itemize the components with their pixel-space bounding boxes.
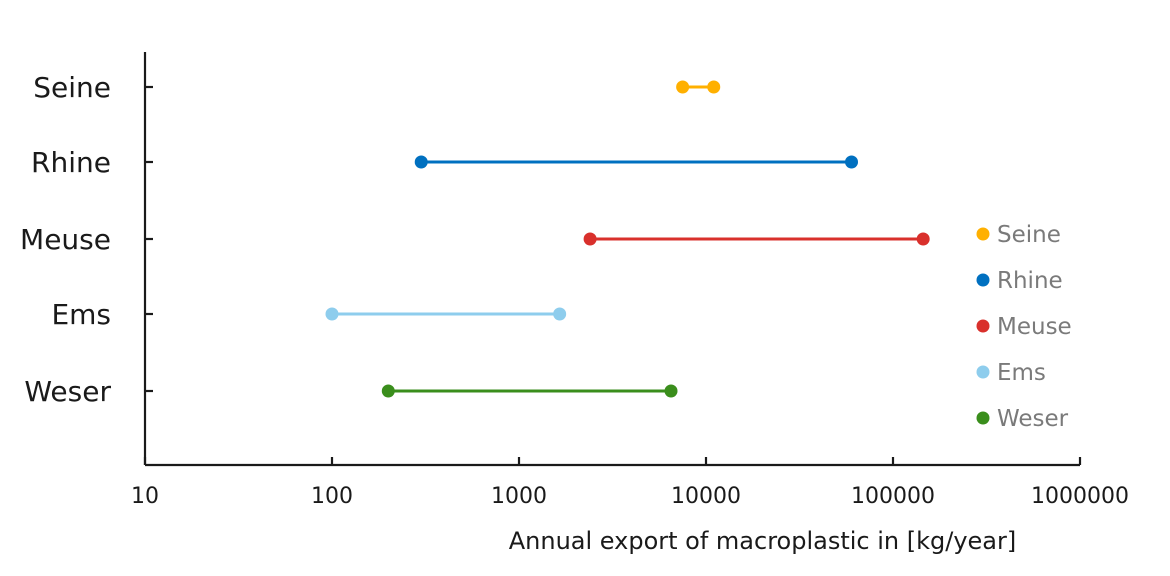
y-ticks xyxy=(145,85,153,393)
legend-label: Ems xyxy=(997,360,1046,386)
x-axis-title: Annual export of macroplastic in [kg/yea… xyxy=(509,527,1017,555)
legend-marker xyxy=(976,365,990,379)
data-ranges xyxy=(325,80,930,398)
x-tick-label: 10 xyxy=(131,484,159,509)
range-rhine xyxy=(414,155,859,169)
legend-marker xyxy=(976,319,990,333)
x-tick-label: 1000 xyxy=(491,484,547,509)
range-max-point xyxy=(553,307,567,321)
range-min-point xyxy=(676,80,690,94)
range-weser xyxy=(381,384,678,398)
range-min-point xyxy=(325,307,339,321)
category-label-weser: Weser xyxy=(24,375,111,408)
x-tick-labels: 10 100 1000 10000 100000 1000000 xyxy=(131,484,1129,509)
range-max-point xyxy=(916,232,930,246)
category-label-meuse: Meuse xyxy=(20,223,111,256)
range-ems xyxy=(325,307,567,321)
range-min-point xyxy=(583,232,597,246)
legend: Seine Rhine Meuse Ems Weser xyxy=(976,222,1072,432)
legend-entry-ems: Ems xyxy=(976,360,1046,386)
range-meuse xyxy=(583,232,930,246)
legend-marker xyxy=(976,411,990,425)
x-tick-label: 100000 xyxy=(851,484,935,509)
legend-entry-rhine: Rhine xyxy=(976,268,1063,294)
range-max-point xyxy=(707,80,721,94)
category-label-ems: Ems xyxy=(51,298,111,331)
range-seine xyxy=(676,80,721,94)
x-tick-label: 1000000 xyxy=(1031,484,1129,509)
category-label-seine: Seine xyxy=(33,71,111,104)
legend-entry-weser: Weser xyxy=(976,406,1069,432)
legend-marker xyxy=(976,273,990,287)
x-ticks xyxy=(143,457,1082,465)
legend-label: Rhine xyxy=(997,268,1063,294)
legend-label: Weser xyxy=(997,406,1069,432)
legend-label: Seine xyxy=(997,222,1061,248)
legend-label: Meuse xyxy=(997,314,1072,340)
range-max-point xyxy=(664,384,678,398)
x-tick-label: 100 xyxy=(311,484,353,509)
range-max-point xyxy=(845,155,859,169)
category-labels: Seine Rhine Meuse Ems Weser xyxy=(20,71,111,408)
range-min-point xyxy=(414,155,428,169)
legend-entry-meuse: Meuse xyxy=(976,314,1072,340)
legend-marker xyxy=(976,227,990,241)
legend-entry-seine: Seine xyxy=(976,222,1061,248)
category-label-rhine: Rhine xyxy=(31,146,111,179)
x-tick-label: 10000 xyxy=(671,484,741,509)
range-min-point xyxy=(381,384,395,398)
